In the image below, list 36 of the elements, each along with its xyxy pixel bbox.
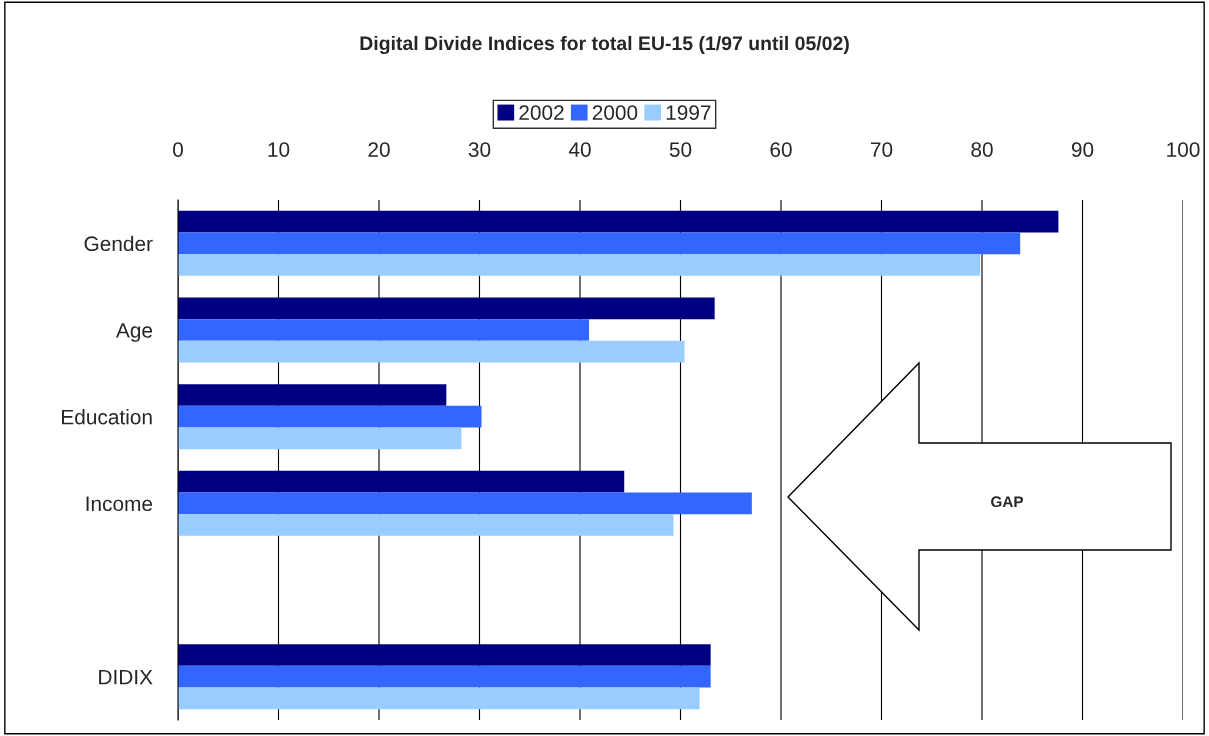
bar [178, 297, 715, 320]
legend-label: 2000 [592, 105, 638, 120]
bar [178, 254, 980, 276]
bar [178, 514, 674, 536]
x-tick-label: 0 [173, 142, 183, 157]
x-tick-label: 30 [468, 142, 491, 157]
bar [178, 340, 685, 363]
bar [178, 405, 482, 428]
x-tick-label: 70 [870, 142, 893, 157]
x-tick-label: 80 [971, 142, 993, 157]
bar [178, 687, 700, 710]
y-tick-label: Education [62, 409, 152, 425]
bar [178, 644, 711, 666]
y-tick-label: Gender [84, 235, 153, 252]
x-tick-label: 40 [568, 142, 591, 157]
bar [178, 319, 590, 341]
annotation: GAP [991, 496, 1024, 508]
bar [178, 210, 1059, 233]
bar [178, 492, 752, 515]
bar [178, 232, 1021, 255]
x-tick-label: 60 [770, 142, 792, 157]
bar [178, 665, 711, 688]
chart-title: Digital Divide Indices for total EU-15 (1/97 until 05/02) [360, 35, 849, 55]
y-tick-label: Age [115, 323, 153, 342]
x-tick-label: 100 [1167, 142, 1200, 157]
y-tick-label: Income [86, 496, 153, 512]
bar [178, 384, 447, 406]
bar [178, 427, 462, 450]
y-tick-label: DIDIX [99, 669, 153, 685]
x-tick-label: 50 [669, 142, 692, 157]
legend-label: 1997 [666, 105, 711, 120]
x-tick-label: 90 [1071, 142, 1094, 157]
x-tick-label: 20 [368, 142, 390, 157]
x-tick-label: 10 [268, 142, 290, 157]
legend-label: 2002 [519, 105, 564, 120]
bar [178, 470, 625, 493]
